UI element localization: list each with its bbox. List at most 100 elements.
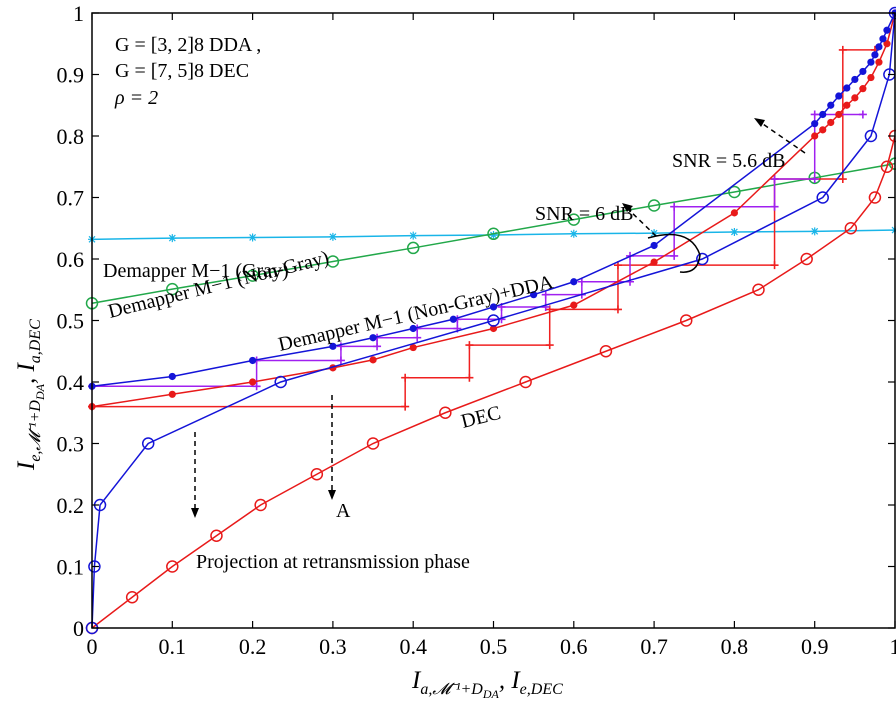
series-red-filled-point-7 bbox=[570, 301, 578, 309]
snr-56-arrow bbox=[759, 121, 806, 154]
x-tick-label-9: 0.9 bbox=[801, 634, 829, 659]
dec-label: DEC bbox=[459, 402, 503, 433]
series-blue-open-point-8 bbox=[864, 129, 878, 143]
series-gray-point-4 bbox=[409, 231, 418, 240]
x-tick-label-6: 0.6 bbox=[560, 634, 588, 659]
a-label: A bbox=[336, 500, 351, 522]
series-magenta-traj-point-23 bbox=[810, 175, 819, 184]
series-red-traj-point-1 bbox=[401, 402, 410, 411]
nongray-label: Demapper M−1 (Non-Gray) bbox=[106, 247, 331, 323]
params-line-3: ρ = 2 bbox=[114, 87, 158, 109]
series-dec-point-11 bbox=[752, 283, 765, 296]
series-blue-open-point-7 bbox=[816, 191, 829, 204]
series-blue-filled-point-8 bbox=[530, 291, 538, 299]
series-nongray-point-7 bbox=[647, 199, 661, 212]
series-blue-filled-point-5 bbox=[409, 324, 417, 333]
series-blue-filled-point-16 bbox=[851, 75, 859, 84]
x-tick-label-5: 0.5 bbox=[480, 634, 508, 659]
series-red-filled-point-12 bbox=[827, 118, 835, 127]
series-red-filled-point-11 bbox=[819, 126, 827, 134]
series-magenta-traj-point-7 bbox=[413, 333, 422, 342]
series-red-traj-point-4 bbox=[465, 341, 474, 350]
y-tick-label-7: 0.7 bbox=[57, 186, 85, 211]
params-line-2: G = [7, 5]8 DEC bbox=[115, 60, 249, 82]
series-blue-open-point-3 bbox=[141, 437, 155, 450]
series-blue-open-point-5 bbox=[487, 314, 500, 327]
x-tick-label-1: 0.1 bbox=[159, 634, 187, 659]
series-red-traj-point-3 bbox=[465, 373, 474, 382]
series-blue-filled-point-9 bbox=[570, 278, 578, 286]
svg-text:Ie,𝓜⁻¹+DDA, Ia,DEC: Ie,𝓜⁻¹+DDA, Ia,DEC bbox=[13, 319, 47, 471]
series-magenta-traj-point-21 bbox=[770, 202, 779, 211]
projection-label: Projection at retransmission phase bbox=[196, 551, 470, 573]
projection-arrowhead bbox=[191, 508, 199, 518]
series-dec-point-10 bbox=[679, 314, 693, 327]
snr-6-arrow bbox=[626, 207, 657, 237]
series-red-filled-point-19 bbox=[883, 40, 891, 48]
y-tick-label-1: 0.1 bbox=[57, 555, 85, 580]
series-nongray-point-2 bbox=[246, 269, 259, 282]
series-magenta-traj-point-1 bbox=[252, 382, 261, 391]
series-red-filled-point-14 bbox=[843, 101, 851, 109]
series-gray-point-2 bbox=[248, 233, 257, 242]
x-tick-label-7: 0.7 bbox=[640, 634, 668, 659]
series-magenta-traj-point-4 bbox=[336, 342, 345, 351]
series-red-filled-point-4 bbox=[369, 356, 377, 364]
series-dec-point-1 bbox=[125, 591, 139, 604]
x-tick-label-8: 0.8 bbox=[721, 634, 749, 659]
series-blue-filled-point-13 bbox=[827, 101, 835, 109]
series-blue-open-point-1 bbox=[88, 560, 101, 573]
series-magenta-traj-point-14 bbox=[541, 290, 550, 299]
series-dec-point-7 bbox=[439, 406, 452, 419]
series-gray-point-8 bbox=[730, 227, 739, 236]
series-red-traj-point-7 bbox=[613, 305, 622, 314]
series-nongray-point-6 bbox=[567, 213, 581, 226]
params-line-1: G = [3, 2]8 DDA , bbox=[115, 34, 261, 56]
series-red-filled bbox=[88, 9, 896, 411]
series-red-traj-point-2 bbox=[401, 373, 410, 382]
svg-text:Ia,𝓜⁻¹+DDA, Ie,DEC: Ia,𝓜⁻¹+DDA, Ie,DEC bbox=[411, 667, 563, 701]
y-tick-label-5: 0.5 bbox=[57, 309, 85, 334]
y-tick-label-9: 0.9 bbox=[57, 63, 85, 88]
series-nongray-point-1 bbox=[166, 282, 179, 296]
series-blue-filled-point-4 bbox=[369, 334, 377, 342]
series-red-filled-point-8 bbox=[650, 258, 658, 266]
series-blue-open bbox=[85, 6, 896, 635]
series-blue-filled-point-6 bbox=[449, 315, 457, 323]
series-magenta-traj-line bbox=[92, 113, 863, 388]
y-tick-label-0: 0 bbox=[73, 616, 84, 641]
series-nongray-point-4 bbox=[406, 241, 420, 255]
series-blue-filled-point-2 bbox=[249, 356, 257, 365]
series-blue-open-line bbox=[91, 12, 896, 629]
series-magenta-traj-point-25 bbox=[858, 110, 867, 119]
snr-56-arrowhead bbox=[754, 118, 765, 127]
series-blue-filled-point-10 bbox=[650, 241, 658, 250]
series-gray-point-9 bbox=[810, 227, 819, 236]
series-red-traj bbox=[88, 45, 879, 411]
snr-6-bracket bbox=[647, 233, 701, 273]
series-nongray-point-8 bbox=[728, 185, 741, 199]
series-red-filled-point-17 bbox=[867, 73, 875, 82]
y-tick-label-3: 0.3 bbox=[57, 432, 85, 457]
series-layer bbox=[85, 6, 896, 635]
series-magenta-traj-point-5 bbox=[373, 342, 382, 351]
series-magenta-traj-point-24 bbox=[810, 110, 819, 119]
gray-label: Demapper M−1 (Gray) bbox=[103, 260, 289, 282]
series-blue-filled-point-14 bbox=[835, 92, 843, 100]
x-tick-label-10: 1 bbox=[890, 634, 896, 659]
snr-6-label: SNR = 6 dB bbox=[535, 203, 634, 225]
series-blue-filled-point-21 bbox=[879, 35, 887, 43]
series-dec-point-5 bbox=[310, 468, 324, 481]
x-tick-label-2: 0.2 bbox=[239, 634, 267, 659]
series-nongray-point-3 bbox=[326, 255, 340, 268]
series-blue-filled-point-1 bbox=[168, 372, 176, 381]
series-red-filled-point-1 bbox=[168, 390, 176, 398]
series-blue-filled-point-19 bbox=[871, 51, 879, 59]
series-gray-point-1 bbox=[168, 234, 177, 243]
series-red-filled-point-16 bbox=[859, 85, 867, 93]
y-tick-label-10: 1 bbox=[73, 1, 84, 26]
series-magenta-traj-point-20 bbox=[670, 202, 679, 211]
a-arrowhead bbox=[328, 490, 336, 500]
series-red-traj-point-9 bbox=[770, 261, 779, 270]
